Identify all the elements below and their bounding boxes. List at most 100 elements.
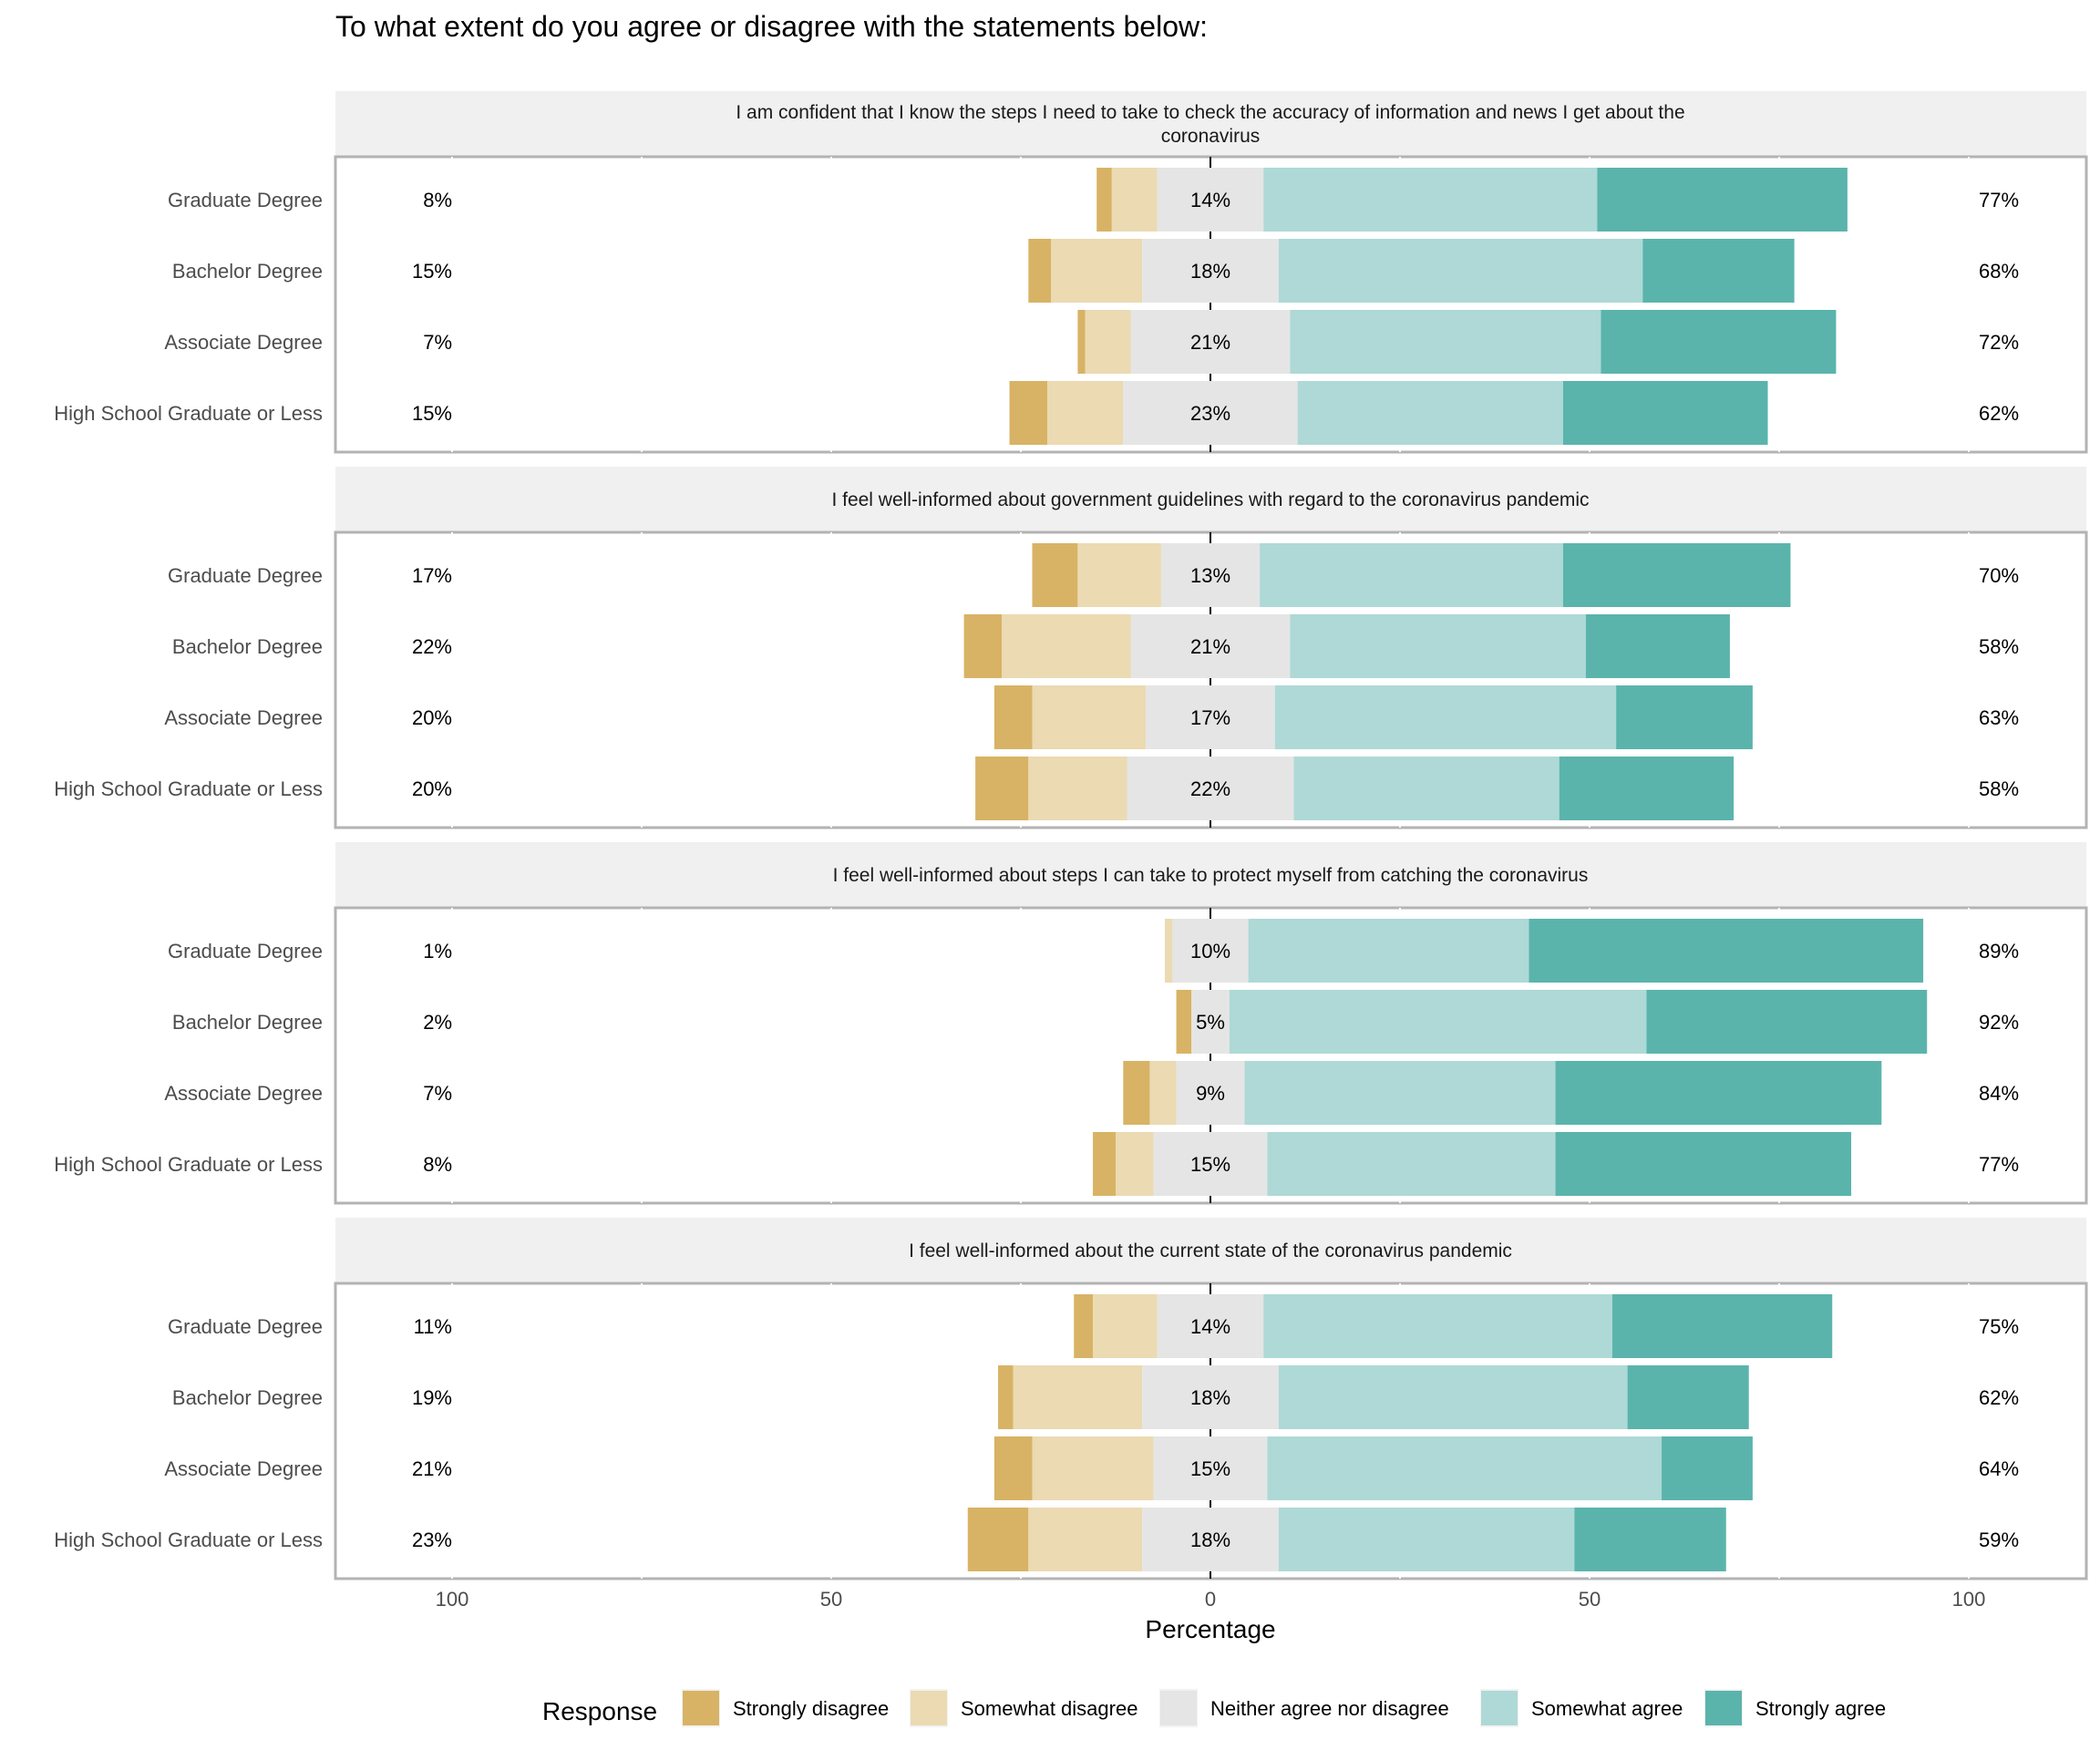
segment-somewhat-agree [1248, 919, 1529, 983]
segment-neutral [1130, 614, 1291, 678]
facet-strip [335, 842, 2086, 908]
x-axis-title: Percentage [1145, 1615, 1275, 1643]
segment-strongly-agree [1559, 757, 1735, 820]
facet-strip [335, 91, 2086, 157]
y-axis-label: Graduate Degree [168, 1315, 323, 1338]
facet-panel: I feel well-informed about government gu… [54, 467, 2088, 829]
y-axis-label: High School Graduate or Less [54, 1153, 323, 1176]
segment-somewhat-agree [1263, 168, 1598, 232]
segment-somewhat-agree [1290, 310, 1601, 374]
segment-strongly-agree [1601, 310, 1837, 374]
segment-strongly-disagree [1093, 1132, 1116, 1196]
neutral-label: 9% [1196, 1082, 1225, 1105]
segment-somewhat-agree [1290, 614, 1586, 678]
segment-neutral [1130, 310, 1291, 374]
agree-total-label: 63% [1979, 706, 2019, 729]
y-axis-label: Bachelor Degree [172, 635, 323, 658]
agree-total-label: 77% [1979, 1153, 2019, 1176]
legend-swatch [683, 1691, 719, 1725]
disagree-total-label: 2% [423, 1011, 452, 1034]
facet-strip [335, 467, 2086, 532]
neutral-label: 14% [1190, 1315, 1230, 1338]
neutral-label: 21% [1190, 331, 1230, 354]
disagree-total-label: 22% [412, 635, 452, 658]
segment-strongly-agree [1585, 614, 1730, 678]
bar-row: Graduate Degree 17% 13% 70% [168, 543, 2019, 607]
agree-total-label: 84% [1979, 1082, 2019, 1105]
disagree-total-label: 8% [423, 189, 452, 211]
legend-title: Response [542, 1697, 657, 1725]
segment-neutral [1123, 381, 1298, 445]
x-tick-label: 100 [436, 1588, 469, 1611]
agree-total-label: 68% [1979, 260, 2019, 283]
y-axis-label: Associate Degree [164, 1457, 323, 1480]
segment-strongly-agree [1627, 1365, 1749, 1429]
segment-somewhat-agree [1263, 1294, 1612, 1358]
segment-somewhat-agree [1267, 1436, 1662, 1500]
segment-neutral [1142, 1508, 1279, 1571]
y-axis-label: Bachelor Degree [172, 260, 323, 283]
bar-row: High School Graduate or Less 23% 18% 59% [54, 1508, 2019, 1571]
y-axis-label: Graduate Degree [168, 564, 323, 587]
neutral-label: 13% [1190, 564, 1230, 587]
segment-strongly-agree [1646, 990, 1928, 1054]
agree-total-label: 62% [1979, 1386, 2019, 1409]
neutral-label: 23% [1190, 402, 1230, 425]
agree-total-label: 75% [1979, 1315, 2019, 1338]
segment-neutral [1160, 543, 1261, 607]
segment-strongly-disagree [1176, 990, 1192, 1054]
facet-panel: I feel well-informed about the current s… [54, 1218, 2088, 1580]
segment-somewhat-disagree [1085, 310, 1131, 374]
segment-strongly-agree [1574, 1508, 1726, 1571]
agree-total-label: 58% [1979, 635, 2019, 658]
disagree-total-label: 21% [412, 1457, 452, 1480]
disagree-total-label: 15% [412, 402, 452, 425]
segment-strongly-agree [1597, 168, 1848, 232]
agree-total-label: 62% [1979, 402, 2019, 425]
y-axis-label: Bachelor Degree [172, 1386, 323, 1409]
segment-strongly-disagree [998, 1365, 1014, 1429]
bar-row: Graduate Degree 1% 10% 89% [168, 919, 2019, 983]
x-tick-label: 100 [1952, 1588, 1986, 1611]
bar-row: Bachelor Degree 19% 18% 62% [172, 1365, 2019, 1429]
segment-somewhat-agree [1260, 543, 1563, 607]
segment-strongly-agree [1562, 381, 1768, 445]
segment-strongly-disagree [1096, 168, 1112, 232]
bar-row: Associate Degree 20% 17% 63% [164, 685, 2019, 749]
segment-neutral [1153, 1436, 1268, 1500]
legend-label: Somewhat disagree [961, 1697, 1138, 1720]
x-axis: 100 50 0 50 100 [436, 1588, 1986, 1611]
panels: I am confident that I know the steps I n… [54, 91, 2088, 1580]
disagree-total-label: 17% [412, 564, 452, 587]
segment-somewhat-disagree [1047, 381, 1124, 445]
disagree-total-label: 20% [412, 777, 452, 800]
neutral-label: 22% [1190, 777, 1230, 800]
segment-somewhat-disagree [1116, 1132, 1154, 1196]
y-axis-label: High School Graduate or Less [54, 1529, 323, 1551]
neutral-label: 17% [1190, 706, 1230, 729]
segment-neutral [1153, 1132, 1268, 1196]
bar-row: Graduate Degree 11% 14% 75% [168, 1294, 2019, 1358]
segment-strongly-disagree [1009, 381, 1048, 445]
segment-somewhat-agree [1229, 990, 1647, 1054]
neutral-label: 10% [1190, 940, 1230, 962]
bar-row: Associate Degree 7% 21% 72% [164, 310, 2019, 374]
disagree-total-label: 11% [414, 1315, 452, 1338]
segment-neutral [1172, 919, 1249, 983]
disagree-total-label: 20% [412, 706, 452, 729]
segment-somewhat-disagree [1077, 543, 1161, 607]
facet-panel: I am confident that I know the steps I n… [54, 91, 2088, 454]
segment-strongly-disagree [993, 1436, 1033, 1500]
bar-row: High School Graduate or Less 8% 15% 77% [54, 1132, 2019, 1196]
legend-swatch [1481, 1691, 1518, 1725]
y-axis-label: Associate Degree [164, 706, 323, 729]
segment-neutral [1146, 685, 1275, 749]
segment-somewhat-disagree [1165, 919, 1173, 983]
agree-total-label: 89% [1979, 940, 2019, 962]
disagree-total-label: 19% [412, 1386, 452, 1409]
neutral-label: 18% [1190, 260, 1230, 283]
agree-total-label: 64% [1979, 1457, 2019, 1480]
segment-somewhat-agree [1244, 1061, 1556, 1125]
neutral-label: 18% [1190, 1386, 1230, 1409]
agree-total-label: 59% [1979, 1529, 2019, 1551]
